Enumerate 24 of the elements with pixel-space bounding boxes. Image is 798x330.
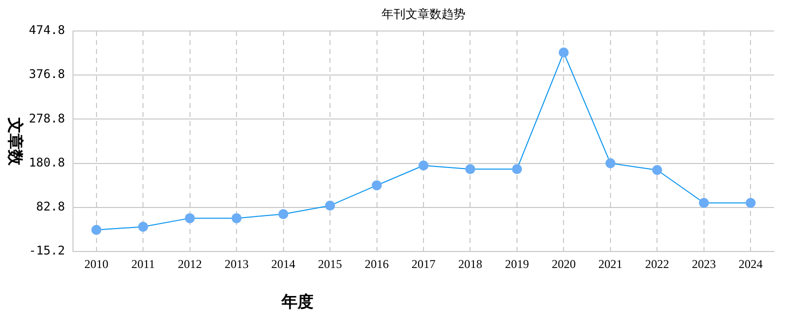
x-tick-label: 2021 xyxy=(598,256,622,271)
y-tick-label: 82.8 xyxy=(36,200,65,214)
x-tick-label: 2010 xyxy=(84,256,108,271)
x-tick-label: 2020 xyxy=(552,256,576,271)
x-tick-label: 2012 xyxy=(178,256,202,271)
x-tick-label: 2013 xyxy=(224,256,249,271)
y-tick-label: -15.2 xyxy=(28,244,65,258)
y-axis-title: 文章数 xyxy=(6,116,25,166)
y-tick-label: 474.8 xyxy=(28,23,65,38)
x-tick-label: 2023 xyxy=(692,256,716,271)
x-tick-label: 2011 xyxy=(131,256,155,271)
y-tick-label: 180.8 xyxy=(28,155,65,170)
x-tick-label: 2018 xyxy=(458,256,482,271)
y-tick-label: 278.8 xyxy=(28,111,65,126)
x-tick-label: 2024 xyxy=(738,256,763,271)
x-tick-label: 2022 xyxy=(645,256,670,271)
x-tick-label: 2017 xyxy=(412,256,436,271)
x-tick-label: 2019 xyxy=(504,256,529,271)
x-tick-label: 2014 xyxy=(271,256,296,271)
x-tick-label: 2015 xyxy=(318,256,342,271)
chart-title: 年刊文章数趋势 xyxy=(382,7,466,22)
y-tick-label: 376.8 xyxy=(28,67,65,82)
x-axis-title: 年度 xyxy=(280,292,314,312)
x-tick-label: 2016 xyxy=(364,256,389,271)
